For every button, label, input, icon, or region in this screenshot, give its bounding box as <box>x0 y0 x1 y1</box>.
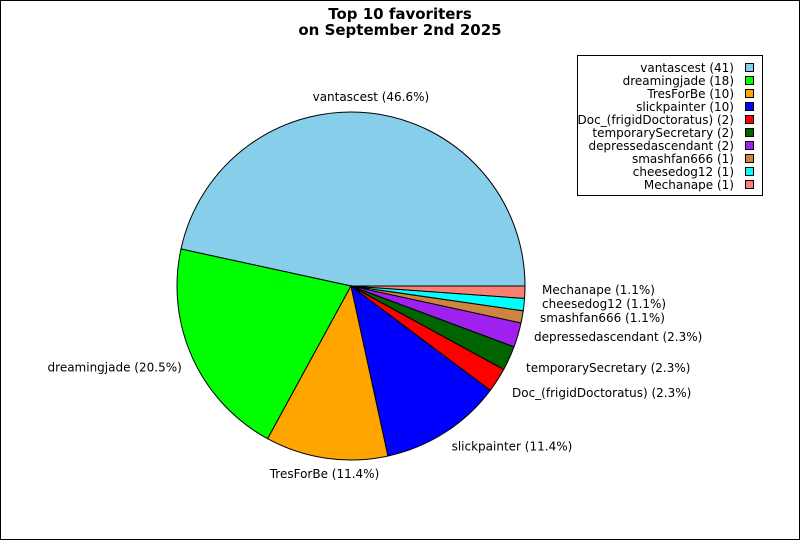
legend-swatch <box>745 128 754 137</box>
pie-slice-Mechanape <box>350 285 526 299</box>
legend-swatch <box>745 115 754 124</box>
legend-swatch <box>745 141 754 150</box>
slice-label-vantascest: vantascest (46.6%) <box>313 90 430 104</box>
legend-label: Mechanape (1) <box>643 177 734 192</box>
slice-label-Doc_(frigidDoctoratus): Doc_(frigidDoctoratus) (2.3%) <box>512 386 691 400</box>
legend-entry-temporarySecretary: temporarySecretary (2) <box>592 125 754 140</box>
chart-title: Top 10 favoriters on September 2nd 2025 <box>1 6 799 38</box>
slice-label-slickpainter: slickpainter (11.4%) <box>452 440 573 454</box>
legend-label: smashfan666 (1) <box>631 151 734 166</box>
legend-swatch <box>745 180 754 189</box>
legend-swatch <box>745 63 754 72</box>
legend-swatch <box>745 167 754 176</box>
chart-title-line-2: on September 2nd 2025 <box>298 21 502 39</box>
pie-slice-slickpainter <box>350 284 491 457</box>
legend-swatch <box>745 89 754 98</box>
slice-label-Mechanape: Mechanape (1.1%) <box>542 283 655 297</box>
legend-entry-TresForBe: TresForBe (10) <box>647 86 754 101</box>
legend: vantascest (41) dreamingjade (18) TresForB… <box>577 55 763 196</box>
chart-title-line-1: Top 10 favoriters <box>328 5 472 23</box>
legend-entry-slickpainter: slickpainter (10) <box>636 99 754 114</box>
legend-entry-smashfan666: smashfan666 (1) <box>631 151 754 166</box>
slice-label-TresForBe: TresForBe (11.4%) <box>269 467 380 481</box>
pie-slices <box>176 111 526 461</box>
pie-slice-vantascest <box>180 111 526 287</box>
legend-label: TresForBe (10) <box>647 86 734 101</box>
legend-label: vantascest (41) <box>640 60 734 75</box>
slice-label-dreamingjade: dreamingjade (20.5%) <box>48 360 182 374</box>
legend-entry-cheesedog12: cheesedog12 (1) <box>632 164 754 179</box>
legend-entry-Mechanape: Mechanape (1) <box>643 177 754 192</box>
legend-label: Doc_(frigidDoctoratus) (2) <box>577 112 735 127</box>
pie-slice-TresForBe <box>266 284 389 461</box>
pie-labels: vantascest (46.6%) dreamingjade (20.5%) Tr… <box>48 90 703 481</box>
legend-entry-depressedascendant: depressedascendant (2) <box>588 138 754 153</box>
legend-label: depressedascendant (2) <box>588 138 734 153</box>
legend-swatch <box>745 154 754 163</box>
slice-label-depressedascendant: depressedascendant (2.3%) <box>534 330 702 344</box>
legend-label: temporarySecretary (2) <box>592 125 734 140</box>
slice-label-temporarySecretary: temporarySecretary (2.3%) <box>526 361 690 375</box>
legend-entry-vantascest: vantascest (41) <box>640 60 754 75</box>
legend-swatch <box>745 102 754 111</box>
pie-slice-dreamingjade <box>176 248 352 440</box>
legend-entry-Doc_(frigidDoctoratus): Doc_(frigidDoctoratus) (2) <box>577 112 754 127</box>
slice-label-cheesedog12: cheesedog12 (1.1%) <box>542 297 666 311</box>
legend-label: cheesedog12 (1) <box>632 164 734 179</box>
legend-label: slickpainter (10) <box>636 99 734 114</box>
legend-swatch <box>745 76 754 85</box>
legend-label: dreamingjade (18) <box>622 73 734 88</box>
slice-label-smashfan666: smashfan666 (1.1%) <box>540 311 665 325</box>
legend-entry-dreamingjade: dreamingjade (18) <box>622 73 754 88</box>
